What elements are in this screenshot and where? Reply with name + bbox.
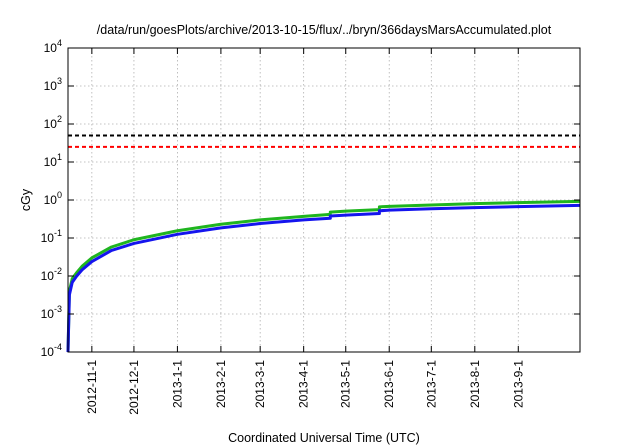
y-tick-label: 103 [44,76,62,93]
x-tick-label: 2013-6-1 [382,360,396,408]
grid [68,48,580,352]
series-layer [66,199,581,353]
y-axis-label: cGy [19,188,33,211]
x-axis-label: Coordinated Universal Time (UTC) [228,431,420,445]
x-tick-label: 2012-12-1 [127,360,141,415]
x-axis: 2012-11-1 2012-12-1 2013-1-1 2013-2-1 2013-3… [85,48,525,415]
x-tick-label: 2012-11-1 [85,360,99,414]
y-tick-label: 100 [44,190,62,207]
x-tick-label: 2013-2-1 [214,360,228,408]
x-tick-label: 2013-3-1 [253,360,267,408]
y-tick-label: 10-1 [41,228,62,245]
y-tick-label: 102 [44,114,62,131]
x-tick-label: 2013-7-1 [424,360,438,408]
series-line [66,203,581,353]
y-tick-label: 10-3 [41,304,62,321]
chart-title: /data/run/goesPlots/archive/2013-10-15/f… [97,23,552,37]
x-tick-label: 2013-1-1 [170,360,184,408]
x-tick-label: 2013-9-1 [511,360,525,408]
x-tick-label: 2013-8-1 [468,360,482,408]
x-tick-label: 2013-4-1 [297,360,311,408]
y-tick-label: 10-2 [41,266,62,283]
series-line [66,199,581,353]
y-tick-label: 10-4 [41,342,62,359]
y-tick-label: 104 [44,38,62,55]
y-tick-label: 101 [44,152,62,169]
reference-lines [68,134,580,148]
x-tick-label: 2013-5-1 [339,360,353,408]
y-axis: 10-4 10-3 10-2 10-1 100 101 102 103 104 [41,38,580,359]
